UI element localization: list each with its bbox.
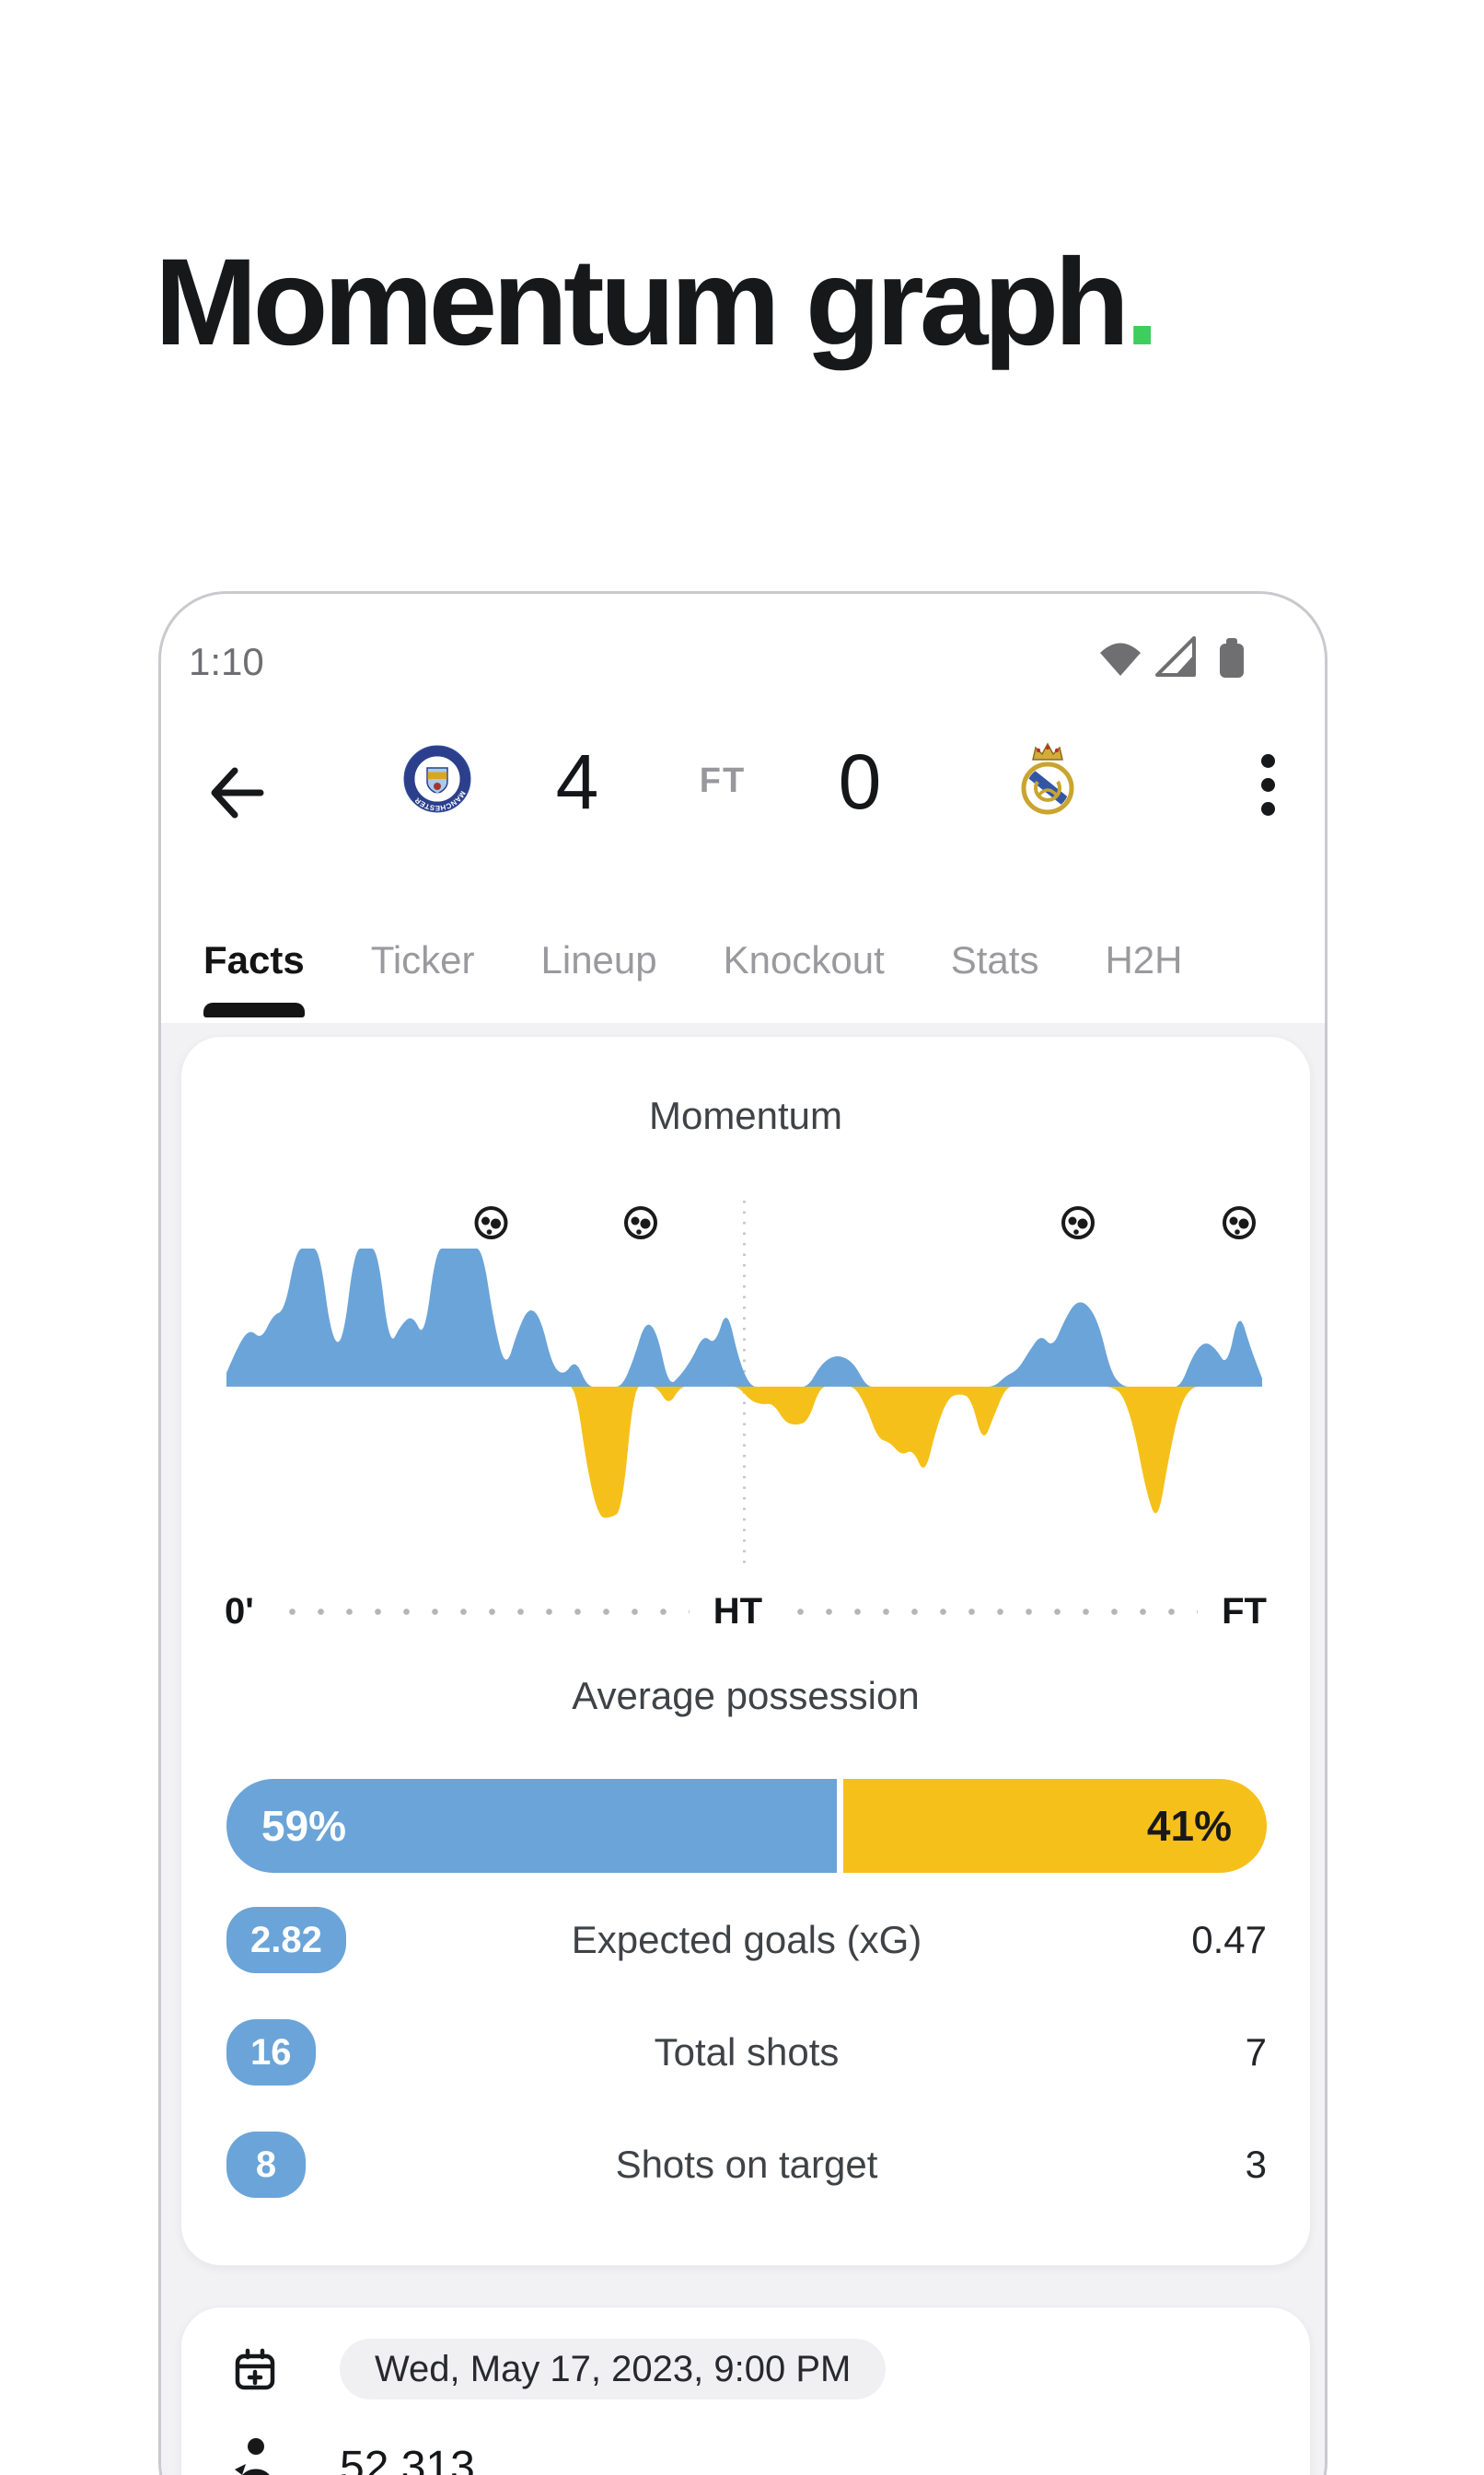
possession-home-segment: 59% (226, 1779, 837, 1873)
stat-away-value: 3 (1245, 2143, 1267, 2186)
axis-start-label: 0' (225, 1590, 254, 1632)
momentum-title: Momentum (648, 1094, 843, 1137)
stat-row: 16 Total shots 7 (226, 2018, 1267, 2086)
axis-row: 0' HT FT (225, 1586, 1267, 1637)
momentum-area-home (226, 1249, 1262, 1387)
info-card: Wed, May 17, 2023, 9:00 PM 52,313 (180, 2307, 1311, 2475)
page-title-text: Momentum graph (155, 234, 1130, 371)
stat-label: Shots on target (615, 2143, 878, 2186)
home-score: 4 (555, 738, 599, 825)
calendar-icon (235, 2348, 275, 2390)
match-datetime: Wed, May 17, 2023, 9:00 PM (375, 2348, 852, 2389)
kebab-menu-button[interactable] (1251, 743, 1284, 826)
stat-away-value: 7 (1245, 2030, 1267, 2074)
goal-ball-icon (624, 1206, 657, 1239)
back-button[interactable] (207, 765, 266, 820)
back-arrow-icon (211, 767, 264, 819)
battery-icon (1220, 638, 1244, 678)
green-period: . (1125, 234, 1160, 371)
stat-row: 8 Shots on target 3 (226, 2131, 1267, 2199)
stats-list: 2.82 Expected goals (xG) 0.47 16 Total s… (226, 1906, 1267, 2243)
away-team-badge[interactable] (1019, 739, 1076, 817)
tab-knockout[interactable]: Knockout (723, 938, 885, 982)
momentum-area-away (226, 1387, 1262, 1518)
match-status: FT (699, 761, 747, 800)
possession-away-segment: 41% (842, 1779, 1267, 1873)
possession-home-value: 59% (261, 1802, 347, 1850)
tab-ticker[interactable]: Ticker (370, 938, 475, 982)
stat-label: Total shots (654, 2030, 840, 2074)
tab-facts[interactable]: Facts (203, 898, 305, 1023)
axis-end-label: FT (1222, 1590, 1267, 1632)
match-header: MANCHESTER CITY 4 FT 0 (161, 714, 1325, 898)
wifi-icon (1100, 643, 1141, 676)
page-title: Momentum graph. (155, 241, 1159, 365)
tab-lineup[interactable]: Lineup (540, 938, 657, 982)
stat-home-pill: 8 (226, 2132, 306, 2198)
possession-title: Average possession (572, 1674, 920, 1717)
phone-frame: 1:10 (158, 591, 1327, 2475)
svg-text:CITY: CITY (427, 790, 446, 800)
stat-away-value: 0.47 (1191, 1918, 1267, 1961)
stat-home-pill: 2.82 (226, 1907, 346, 1973)
away-score: 0 (838, 738, 882, 825)
match-datetime-chip[interactable]: Wed, May 17, 2023, 9:00 PM (340, 2339, 887, 2399)
attendance-person-icon (235, 2438, 270, 2475)
stat-label: Expected goals (xG) (571, 1918, 922, 1961)
goal-ball-icon (1061, 1206, 1095, 1239)
stat-row: 2.82 Expected goals (xG) 0.47 (226, 1906, 1267, 1974)
possession-bar: 59% 41% (226, 1779, 1267, 1873)
dotted-leader (277, 1608, 690, 1615)
home-team-badge[interactable]: MANCHESTER CITY (403, 745, 471, 813)
dotted-leader (786, 1608, 1199, 1615)
axis-half-label: HT (713, 1590, 763, 1632)
status-icons (1098, 634, 1253, 679)
attendance-value: 52,313 (340, 2443, 475, 2475)
tab-stats[interactable]: Stats (950, 938, 1039, 982)
momentum-chart (226, 1201, 1262, 1569)
goal-ball-icon (474, 1206, 508, 1239)
tab-bar: Facts Ticker Lineup Knockout Stats H2H (161, 898, 1325, 1023)
possession-away-value: 41% (1146, 1802, 1232, 1850)
goal-ball-icon (1223, 1206, 1256, 1239)
momentum-card: Momentum 0' HT FT Average possession 59%… (180, 1036, 1311, 2266)
cellular-icon (1155, 636, 1196, 677)
stat-home-pill: 16 (226, 2019, 316, 2086)
status-bar: 1:10 (161, 594, 1325, 695)
kebab-icon (1260, 753, 1275, 768)
tab-h2h[interactable]: H2H (1105, 938, 1183, 982)
status-time: 1:10 (189, 640, 264, 683)
